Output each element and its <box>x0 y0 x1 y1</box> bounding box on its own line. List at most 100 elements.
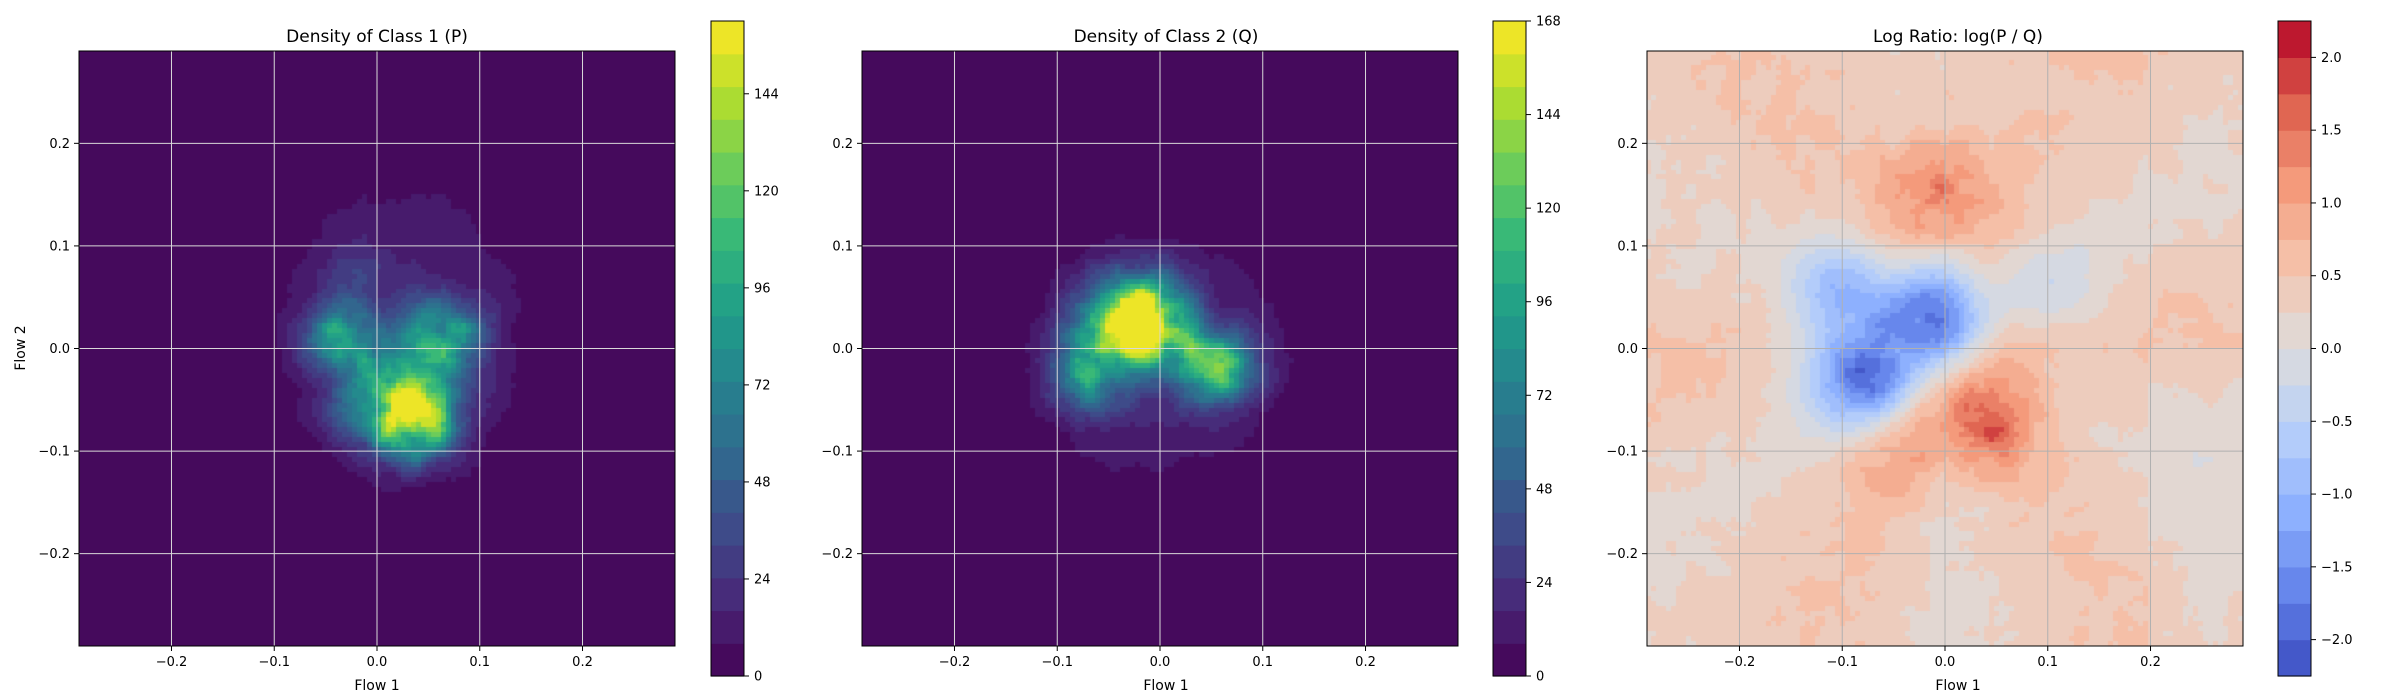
panel-log-ratio: Log Ratio: log(P / Q) −0.2 −0.1 0.0 0.1 0.2 … <box>1606 20 2353 694</box>
x-tick-label: 0.2 <box>572 655 593 670</box>
colorbar-tick-label: 48 <box>754 475 771 490</box>
colorbar-segment <box>1493 53 1526 88</box>
colorbar-tick-label: 1.5 <box>2321 124 2342 139</box>
panel-title: Density of Class 1 (P) <box>286 27 468 47</box>
colorbar-tick-label: 0 <box>1536 670 1544 685</box>
colorbar-segment <box>1493 643 1526 677</box>
colorbar-segment <box>711 315 744 350</box>
x-tick-label: −0.1 <box>258 655 290 670</box>
colorbar-tick-label: 72 <box>754 378 771 393</box>
colorbar-tick-label: 96 <box>1536 295 1553 310</box>
y-axis-ticks: −0.2 −0.1 0.0 0.1 0.2 <box>821 137 862 562</box>
x-axis-label: Flow 1 <box>1143 678 1188 694</box>
x-axis-ticks: −0.2 −0.1 0.0 0.1 0.2 <box>939 646 1376 670</box>
colorbar-tick-label: −1.0 <box>2321 488 2353 503</box>
x-tick-label: 0.2 <box>2140 655 2161 670</box>
colorbar-segment <box>2278 21 2311 58</box>
colorbar-tick-label: 24 <box>754 572 771 587</box>
x-tick-label: 0.0 <box>367 655 388 670</box>
colorbar-tick-label: −0.5 <box>2321 415 2353 430</box>
colorbar-segment <box>1493 86 1526 120</box>
colorbar-segment <box>711 643 744 677</box>
colorbar-segment <box>1493 315 1526 350</box>
x-tick-label: 0.2 <box>1355 655 1376 670</box>
y-axis-ticks: −0.2 −0.1 0.0 0.1 0.2 <box>1606 137 1647 562</box>
colorbar: 0 24 48 72 96 120 144 <box>710 20 779 685</box>
colorbar-segment <box>2278 603 2311 641</box>
panel-title: Density of Class 2 (Q) <box>1074 27 1259 47</box>
colorbar-segment <box>711 53 744 88</box>
colorbar-segment <box>1493 21 1526 55</box>
colorbar-tick-label: 24 <box>1536 576 1553 591</box>
colorbar-segment <box>2278 166 2311 204</box>
y-tick-label: 0.1 <box>1617 239 1638 254</box>
colorbar-segment <box>711 348 744 382</box>
x-tick-label: −0.1 <box>1826 655 1858 670</box>
colorbar-segment <box>2278 239 2311 277</box>
colorbar-segment <box>711 86 744 120</box>
colorbar-segment <box>1493 348 1526 382</box>
y-axis-label: Flow 2 <box>13 325 29 370</box>
colorbar-tick-label: 144 <box>1536 108 1561 123</box>
y-tick-label: 0.0 <box>49 342 70 357</box>
y-tick-label: −0.2 <box>38 547 70 562</box>
colorbar-segment <box>1493 184 1526 219</box>
y-tick-label: 0.2 <box>49 137 70 152</box>
y-tick-label: −0.2 <box>821 547 853 562</box>
colorbar-segment <box>1493 414 1526 448</box>
colorbar-segment <box>711 446 744 481</box>
colorbar-segment <box>2278 202 2311 240</box>
x-axis-label: Flow 1 <box>1935 678 1980 694</box>
colorbar-segment <box>2278 275 2311 313</box>
panel-density-class-1: Density of Class 1 (P) −0.2 −0.1 0.0 0.1 0.2… <box>13 20 779 694</box>
colorbar-tick-label: 1.0 <box>2321 196 2342 211</box>
density-plot-area <box>78 50 676 647</box>
x-tick-label: −0.2 <box>156 655 188 670</box>
colorbar-segment <box>2278 566 2311 604</box>
colorbar-segment <box>711 250 744 284</box>
colorbar-segment <box>711 479 744 513</box>
colorbar-segment <box>1493 446 1526 481</box>
colorbar-segment <box>2278 348 2311 386</box>
x-axis-ticks: −0.2 −0.1 0.0 0.1 0.2 <box>1724 646 2161 670</box>
colorbar-segment <box>1493 119 1526 153</box>
colorbar-segment <box>711 21 744 55</box>
density-plot-area <box>861 50 1459 647</box>
colorbar-tick-label: 2.0 <box>2321 51 2342 66</box>
x-tick-label: 0.1 <box>469 655 490 670</box>
colorbar-segment <box>1493 217 1526 251</box>
x-tick-label: 0.1 <box>1252 655 1273 670</box>
y-tick-label: 0.1 <box>832 239 853 254</box>
colorbar-segment <box>711 512 744 546</box>
log-ratio-plot-area <box>1646 50 2244 647</box>
colorbar-frame <box>710 20 745 677</box>
x-tick-label: −0.2 <box>1724 655 1756 670</box>
colorbar-segment <box>1493 381 1526 415</box>
colorbar-tick-label: 48 <box>1536 482 1553 497</box>
colorbar-tick-label: 144 <box>754 87 779 102</box>
colorbar-segment <box>1493 545 1526 579</box>
colorbar-segment <box>711 283 744 317</box>
colorbar-tick-label: 120 <box>754 184 779 199</box>
colorbar-tick-label: 96 <box>754 281 771 296</box>
colorbar-segment <box>2278 312 2311 350</box>
colorbar-segment <box>1493 610 1526 644</box>
colorbar-segment <box>2278 639 2311 677</box>
x-axis-ticks: −0.2 −0.1 0.0 0.1 0.2 <box>156 646 593 670</box>
x-axis-label: Flow 1 <box>354 678 399 694</box>
colorbar-segment <box>2278 457 2311 495</box>
colorbar-segment <box>711 381 744 415</box>
colorbar-segment <box>711 217 744 251</box>
colorbar-segment <box>711 577 744 612</box>
colorbar-segment <box>2278 494 2311 532</box>
y-tick-label: −0.1 <box>38 445 70 460</box>
colorbar-segment <box>711 152 744 186</box>
y-axis-ticks: −0.2 −0.1 0.0 0.1 0.2 <box>38 137 79 562</box>
colorbar-segment <box>2278 57 2311 95</box>
colorbar-segment <box>1493 152 1526 186</box>
colorbar-segment <box>1493 577 1526 612</box>
y-tick-label: 0.2 <box>1617 137 1638 152</box>
colorbar-segment <box>711 610 744 644</box>
colorbar-segment <box>2278 384 2311 422</box>
